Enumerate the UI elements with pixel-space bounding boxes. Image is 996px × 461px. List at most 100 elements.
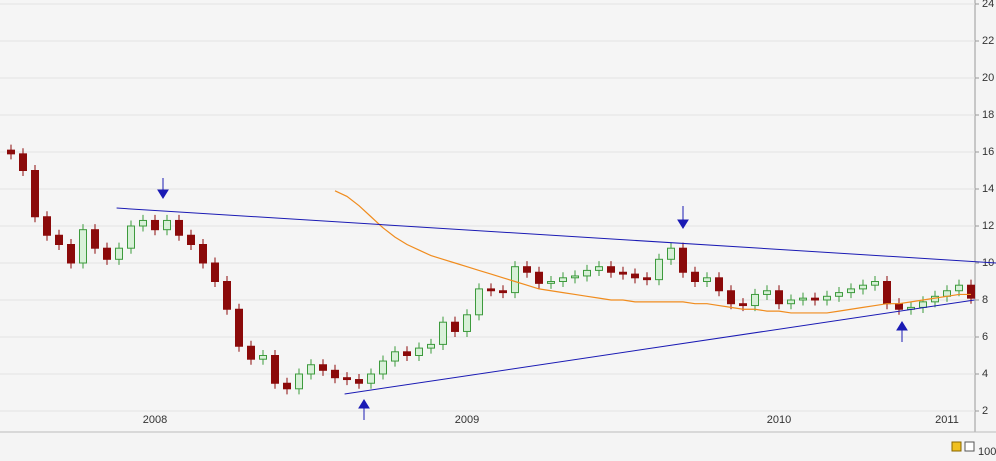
- candle-body: [919, 301, 927, 308]
- candle-body: [739, 303, 747, 307]
- candle-body: [259, 355, 267, 360]
- candle-body: [571, 275, 579, 279]
- candle-body: [775, 290, 783, 305]
- candle-body: [847, 288, 855, 294]
- candle-body: [859, 284, 867, 290]
- candle-body: [703, 277, 711, 282]
- y-tick-label: 6: [982, 331, 988, 343]
- candle-body: [487, 288, 495, 292]
- candle-body: [439, 321, 447, 345]
- candle-body: [247, 345, 255, 360]
- candle-body: [127, 225, 135, 249]
- candle-body: [331, 369, 339, 379]
- candle-body: [175, 219, 183, 236]
- candle-body: [787, 299, 795, 305]
- candle-body: [379, 360, 387, 375]
- candle-body: [763, 290, 771, 295]
- candle-body: [91, 229, 99, 249]
- candle-body: [811, 297, 819, 301]
- arrow-head: [896, 321, 908, 331]
- candle-body: [835, 292, 843, 297]
- candle-body: [559, 277, 567, 282]
- x-tick-label: 2010: [767, 414, 791, 426]
- y-tick-label: 14: [982, 183, 994, 195]
- candle-body: [7, 149, 15, 155]
- y-tick-label: 16: [982, 146, 994, 158]
- arrow-head: [677, 219, 689, 229]
- candle-body: [655, 258, 663, 281]
- candle-body: [187, 234, 195, 245]
- candle-body: [355, 379, 363, 384]
- candle-body: [319, 364, 327, 371]
- candle-body: [151, 219, 159, 231]
- x-tick-label: 2008: [143, 414, 167, 426]
- candle-body: [727, 290, 735, 305]
- arrows: [157, 178, 908, 420]
- candle-body: [19, 153, 27, 172]
- plot-area: [0, 0, 975, 432]
- lower-panel-tick: 100: [978, 446, 996, 458]
- y-tick-label: 2: [982, 405, 988, 417]
- candle-body: [115, 247, 123, 260]
- candle-body: [955, 284, 963, 292]
- candle-body: [31, 170, 39, 218]
- candle-body: [343, 377, 351, 381]
- candle-body: [883, 281, 891, 305]
- candle-body: [307, 364, 315, 375]
- candle-body: [43, 216, 51, 236]
- candle-body: [211, 262, 219, 282]
- candle-body: [679, 247, 687, 273]
- arrow-head: [157, 189, 169, 199]
- candle-body: [535, 271, 543, 284]
- candle-body: [199, 244, 207, 264]
- arrow-head: [358, 399, 370, 409]
- y-tick-label: 18: [982, 109, 994, 121]
- candle-body: [619, 271, 627, 275]
- candle-body: [391, 351, 399, 362]
- candle-body: [871, 281, 879, 286]
- candle-body: [139, 219, 147, 227]
- candle-body: [895, 303, 903, 310]
- moving-average: [334, 190, 971, 314]
- candle-body: [451, 321, 459, 332]
- candle-body: [163, 219, 171, 231]
- candle-body: [79, 229, 87, 264]
- candle-body: [631, 273, 639, 279]
- candle-body: [67, 244, 75, 264]
- candle-body: [235, 308, 243, 347]
- trendline: [116, 207, 996, 264]
- y-tick-label: 4: [982, 368, 988, 380]
- candle-body: [403, 351, 411, 356]
- candle-body: [223, 281, 231, 310]
- y-tick-label: 12: [982, 220, 994, 232]
- candle-body: [751, 293, 759, 307]
- candle-body: [607, 266, 615, 273]
- candle-body: [547, 281, 555, 284]
- candle-body: [295, 373, 303, 390]
- candle-body: [715, 277, 723, 292]
- candle-body: [799, 297, 807, 301]
- trendline: [344, 299, 975, 395]
- candle-body: [691, 271, 699, 282]
- candle-body: [523, 266, 531, 273]
- candle-body: [595, 266, 603, 271]
- y-tick-label: 8: [982, 294, 988, 306]
- icon[interactable]: [964, 441, 975, 452]
- y-tick-label: 22: [982, 35, 994, 47]
- candle-body: [511, 266, 519, 294]
- icon[interactable]: [951, 441, 962, 452]
- candle-body: [475, 288, 483, 316]
- candle-body: [283, 382, 291, 390]
- candle-body: [823, 295, 831, 301]
- x-tick-label: 2011: [935, 414, 959, 426]
- y-tick-label: 20: [982, 72, 994, 84]
- candle-body: [967, 284, 975, 299]
- candle-body: [583, 269, 591, 277]
- candle-body: [367, 373, 375, 384]
- x-tick-label: 2009: [455, 414, 479, 426]
- candle-body: [667, 247, 675, 260]
- y-tick-label: 24: [982, 0, 994, 10]
- candle-body: [427, 343, 435, 349]
